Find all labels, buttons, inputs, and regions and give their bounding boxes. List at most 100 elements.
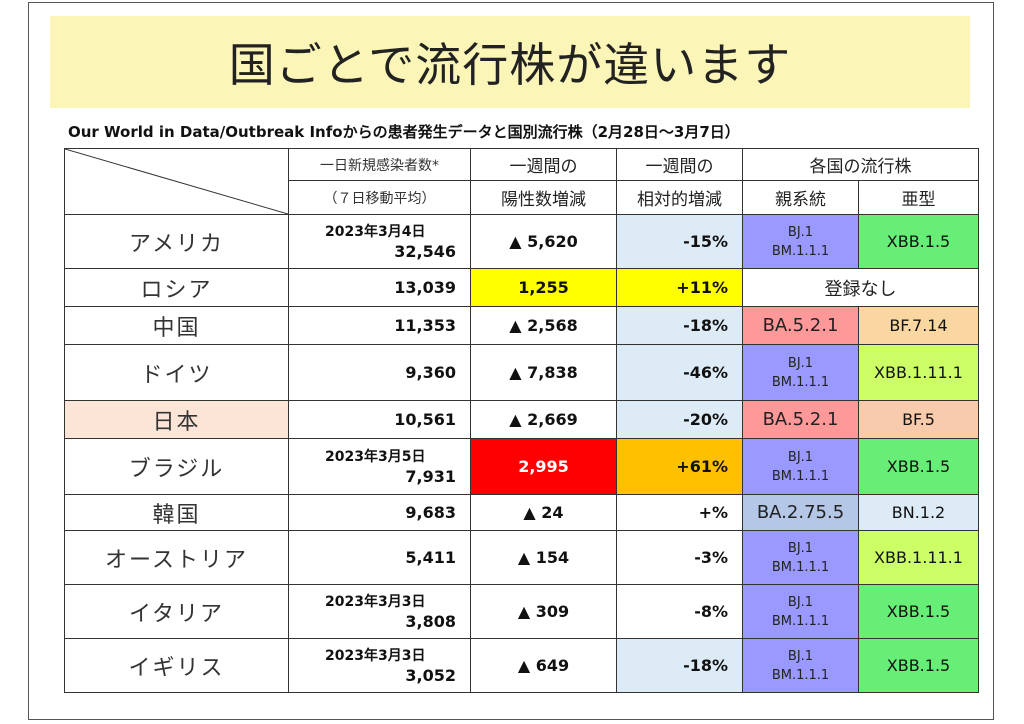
subtype-cell: BF.5 — [858, 400, 979, 439]
cases-cell: 13,039 — [288, 268, 471, 307]
relative-cell: -8% — [616, 584, 743, 639]
parent-lineage-1: BJ.1 — [787, 449, 814, 465]
parent-lineage-2: BM.1.1.1 — [771, 613, 830, 629]
parent-cell: BJ.1 BM.1.1.1 — [742, 438, 859, 495]
parent-lineage-1: BJ.1 — [787, 648, 814, 664]
table-row: イタリア 2023年3月3日 3,808 ▲ 309 -8% BJ.1 BM.1… — [64, 584, 979, 639]
header-parent: 親系統 — [742, 180, 859, 215]
parent-cell: BJ.1 BM.1.1.1 — [742, 584, 859, 639]
parent-lineage-2: BM.1.1.1 — [771, 468, 830, 484]
parent-lineage-1: BJ.1 — [787, 594, 814, 610]
cases-cell: 11,353 — [288, 306, 471, 345]
cases-cell: 9,683 — [288, 494, 471, 531]
country-cell: オーストリア — [64, 530, 289, 585]
header-subtype: 亜型 — [858, 180, 979, 215]
parent-lineage-2: BM.1.1.1 — [771, 559, 830, 575]
table-row: ドイツ 9,360 ▲ 7,838 -46% BJ.1 BM.1.1.1 XBB… — [64, 344, 979, 401]
header-weekly-2: 陽性数増減 — [470, 180, 617, 215]
cases-cell: 2023年3月4日 32,546 — [288, 214, 471, 269]
table-row: 日本 10,561 ▲ 2,669 -20% BA.5.2.1 BF.5 — [64, 400, 979, 439]
weekly-cell: 1,255 — [470, 268, 617, 307]
cases-value: 3,808 — [405, 611, 456, 631]
date-label: 2023年3月5日 — [325, 448, 426, 465]
weekly-cell: ▲ 2,568 — [470, 306, 617, 345]
date-label: 2023年3月4日 — [325, 223, 426, 240]
country-cell: ブラジル — [64, 438, 289, 495]
country-cell: アメリカ — [64, 214, 289, 269]
table-row: イギリス 2023年3月3日 3,052 ▲ 649 -18% BJ.1 BM.… — [64, 638, 979, 693]
date-label: 2023年3月3日 — [325, 647, 426, 664]
country-cell: ロシア — [64, 268, 289, 307]
country-cell: イタリア — [64, 584, 289, 639]
relative-cell: +% — [616, 494, 743, 531]
relative-cell: -20% — [616, 400, 743, 439]
country-cell: 韓国 — [64, 494, 289, 531]
parent-cell: BJ.1 BM.1.1.1 — [742, 638, 859, 693]
table-caption: Our World in Data/Outbreak Infoからの患者発生デー… — [68, 123, 740, 141]
table-row: 韓国 9,683 ▲ 24 +% BA.2.75.5 BN.1.2 — [64, 494, 979, 531]
weekly-cell: ▲ 154 — [470, 530, 617, 585]
relative-cell: +61% — [616, 438, 743, 495]
table-row: ロシア 13,039 1,255 +11% 登録なし — [64, 268, 979, 307]
cases-value: 32,546 — [394, 241, 456, 261]
subtype-cell: BF.7.14 — [858, 306, 979, 345]
cases-cell: 2023年3月3日 3,052 — [288, 638, 471, 693]
subtype-cell: XBB.1.11.1 — [858, 344, 979, 401]
parent-lineage-1: BJ.1 — [787, 540, 814, 556]
corner-cell — [64, 148, 289, 215]
relative-cell: -18% — [616, 638, 743, 693]
relative-cell: +11% — [616, 268, 743, 307]
country-cell: 日本 — [64, 400, 289, 439]
table-row: ブラジル 2023年3月5日 7,931 2,995 +61% BJ.1 BM.… — [64, 438, 979, 495]
parent-lineage-2: BM.1.1.1 — [771, 667, 830, 683]
cases-value: 7,931 — [405, 466, 456, 486]
subtype-cell: XBB.1.11.1 — [858, 530, 979, 585]
cases-cell: 10,561 — [288, 400, 471, 439]
parent-lineage-2: BM.1.1.1 — [771, 374, 830, 390]
subtype-cell: XBB.1.5 — [858, 214, 979, 269]
parent-lineage-2: BM.1.1.1 — [771, 243, 830, 259]
weekly-cell: ▲ 7,838 — [470, 344, 617, 401]
parent-cell: BA.5.2.1 — [742, 400, 859, 439]
date-label: 2023年3月3日 — [325, 593, 426, 610]
subtype-cell: XBB.1.5 — [858, 438, 979, 495]
relative-cell: -46% — [616, 344, 743, 401]
header-weekly-1: 一週間の — [470, 148, 617, 181]
weekly-cell: ▲ 309 — [470, 584, 617, 639]
header-relative-1: 一週間の — [616, 148, 743, 181]
header-relative-2: 相対的増減 — [616, 180, 743, 215]
cases-cell: 9,360 — [288, 344, 471, 401]
relative-cell: -3% — [616, 530, 743, 585]
parent-cell: BA.2.75.5 — [742, 494, 859, 531]
header-new-cases-1: 一日新規感染者数* — [288, 148, 471, 181]
parent-lineage-1: BJ.1 — [787, 355, 814, 371]
country-cell: 中国 — [64, 306, 289, 345]
subtype-cell: BN.1.2 — [858, 494, 979, 531]
relative-cell: -18% — [616, 306, 743, 345]
parent-cell: BJ.1 BM.1.1.1 — [742, 214, 859, 269]
subtype-cell: XBB.1.5 — [858, 584, 979, 639]
weekly-cell: ▲ 2,669 — [470, 400, 617, 439]
title-band: 国ごとで流行株が違います — [50, 16, 970, 108]
cases-cell: 2023年3月5日 7,931 — [288, 438, 471, 495]
weekly-cell: ▲ 649 — [470, 638, 617, 693]
weekly-cell: 2,995 — [470, 438, 617, 495]
table-row: アメリカ 2023年3月4日 32,546 ▲ 5,620 -15% BJ.1 … — [64, 214, 979, 269]
header-lineage: 各国の流行株 — [742, 148, 979, 181]
header-new-cases-2: （７日移動平均） — [288, 180, 471, 215]
corner-diagonal — [65, 149, 288, 214]
subtype-cell: XBB.1.5 — [858, 638, 979, 693]
weekly-cell: ▲ 5,620 — [470, 214, 617, 269]
parent-cell: BJ.1 BM.1.1.1 — [742, 530, 859, 585]
cases-cell: 5,411 — [288, 530, 471, 585]
table-row: 中国 11,353 ▲ 2,568 -18% BA.5.2.1 BF.7.14 — [64, 306, 979, 345]
parent-lineage-1: BJ.1 — [787, 224, 814, 240]
table-row: オーストリア 5,411 ▲ 154 -3% BJ.1 BM.1.1.1 XBB… — [64, 530, 979, 585]
parent-cell: BA.5.2.1 — [742, 306, 859, 345]
relative-cell: -15% — [616, 214, 743, 269]
weekly-cell: ▲ 24 — [470, 494, 617, 531]
parent-cell: BJ.1 BM.1.1.1 — [742, 344, 859, 401]
country-cell: イギリス — [64, 638, 289, 693]
lineage-none-cell: 登録なし — [742, 268, 979, 307]
cases-value: 3,052 — [405, 665, 456, 685]
